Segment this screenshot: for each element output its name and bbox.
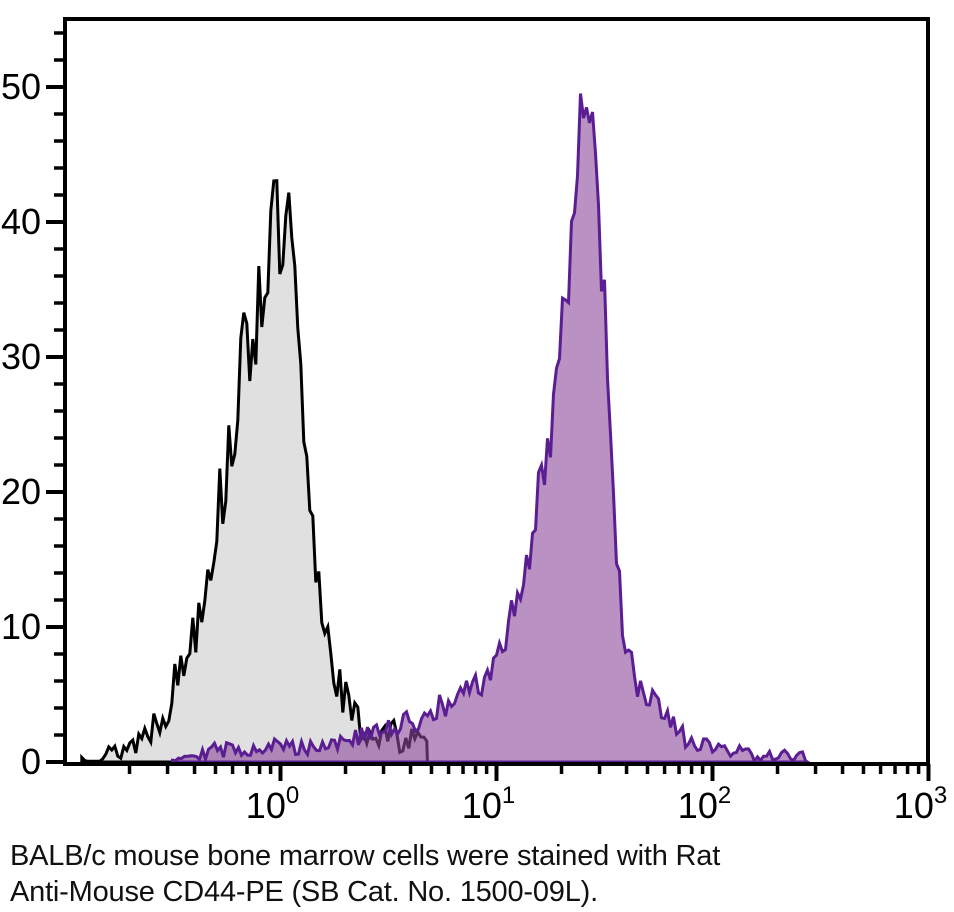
chart-figure: 0 10 20 30 40 50 100 101 102 103 — [1, 17, 947, 826]
y-tick-label: 40 — [1, 201, 41, 242]
caption-line-2: Anti-Mouse CD44-PE (SB Cat. No. 1500-09L… — [10, 876, 598, 908]
flow-cytometry-histogram: 0 10 20 30 40 50 100 101 102 103 — [1, 17, 947, 826]
figure-caption: BALB/c mouse bone marrow cells were stai… — [10, 838, 940, 910]
y-tick-label: 50 — [1, 66, 41, 107]
x-tick-label: 103 — [894, 782, 947, 826]
y-tick-label: 10 — [1, 606, 41, 647]
x-tick-label: 102 — [678, 782, 731, 826]
caption-line-1: BALB/c mouse bone marrow cells were stai… — [10, 840, 721, 872]
series-unstained-control-gray — [80, 179, 429, 764]
y-tick-label: 0 — [21, 741, 41, 782]
y-tick-label: 30 — [1, 336, 41, 377]
y-tick-label: 20 — [1, 471, 41, 512]
x-tick-label: 101 — [462, 782, 515, 826]
x-tick-label: 100 — [246, 782, 299, 826]
series-cd44-pe-purple — [171, 93, 813, 765]
